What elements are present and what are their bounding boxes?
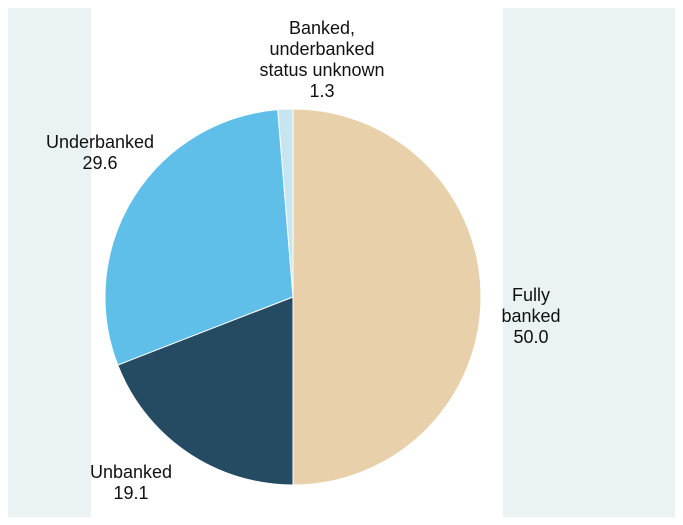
slice-name-label: Banked, (289, 18, 355, 38)
pie-labels: Banked, underbanked status unknown 1.3 Under… (46, 18, 561, 503)
slice-value-label: 19.1 (113, 483, 148, 503)
slice-value-label: 29.6 (82, 153, 117, 173)
slice-name-label: Underbanked (46, 132, 154, 152)
slice-label: Underbanked 29.6 (46, 132, 154, 173)
slice-value-label: 50.0 (513, 327, 548, 347)
slice-label: Fully banked 50.0 (501, 285, 560, 347)
slice-name-label: banked (501, 306, 560, 326)
slice-name-label: underbanked (269, 39, 374, 59)
slice-value-label: 1.3 (309, 81, 334, 101)
pie-slice-underbanked (104, 109, 294, 366)
pie-slice-unbanked (117, 296, 294, 486)
slice-name-label: Unbanked (90, 462, 172, 482)
slice-name-label: status unknown (259, 60, 384, 80)
slice-label: Unbanked 19.1 (90, 462, 172, 503)
pie-slice-fully-banked (292, 108, 482, 486)
slice-label: Banked, underbanked status unknown 1.3 (259, 18, 384, 101)
pie-slices (104, 108, 482, 486)
slice-name-label: Fully (512, 285, 550, 305)
